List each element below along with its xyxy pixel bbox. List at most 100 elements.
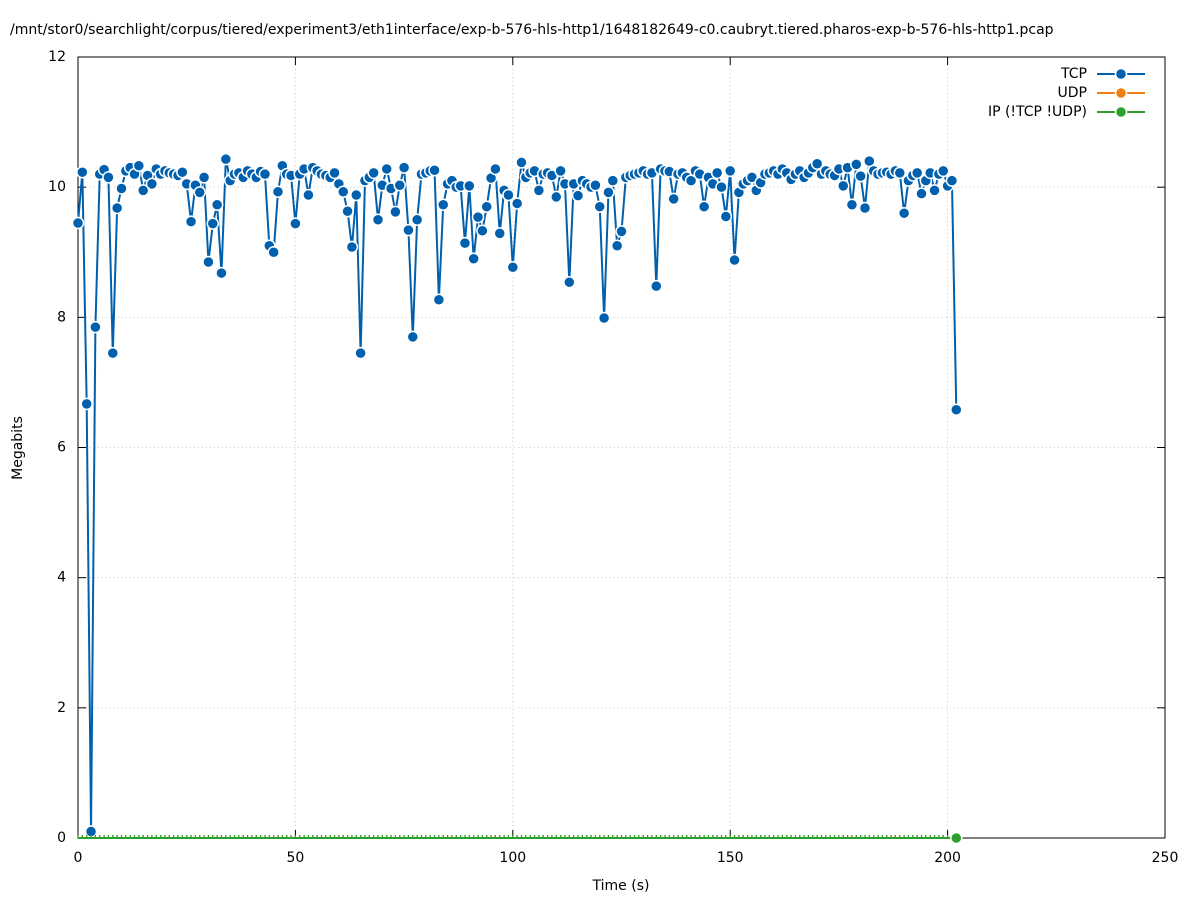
data-point <box>610 239 624 252</box>
data-point <box>928 184 941 197</box>
y-tick-label: 4 <box>57 570 66 586</box>
data-point <box>493 227 507 240</box>
data-point <box>389 205 402 219</box>
data-point <box>202 255 215 269</box>
data-point <box>89 320 102 334</box>
data-point <box>476 224 489 238</box>
data-point <box>432 293 446 307</box>
data-point <box>289 217 302 230</box>
data-point <box>354 346 367 360</box>
data-point <box>893 166 907 180</box>
data-point <box>115 182 128 195</box>
x-axis-label: Time (s) <box>592 878 650 894</box>
data-point <box>950 831 963 845</box>
legend-label: UDP <box>1058 85 1087 101</box>
data-point <box>215 266 228 280</box>
x-tick-label: 50 <box>286 850 304 866</box>
data-point <box>184 215 198 228</box>
data-point <box>132 159 146 172</box>
legend-swatch <box>1114 67 1128 81</box>
data-point <box>810 157 824 170</box>
y-tick-label: 10 <box>48 179 66 195</box>
data-point <box>845 198 859 211</box>
y-tick-label: 6 <box>57 440 66 456</box>
data-point <box>302 188 315 202</box>
data-point <box>532 184 546 197</box>
data-point <box>193 186 206 199</box>
data-point <box>910 166 924 180</box>
data-point <box>80 397 93 411</box>
data-point <box>345 240 359 254</box>
data-point <box>219 152 233 166</box>
data-point <box>110 201 124 215</box>
x-tick-label: 150 <box>717 850 744 866</box>
data-point <box>667 192 680 206</box>
data-point <box>367 166 380 180</box>
data-point <box>506 260 520 274</box>
data-point <box>267 246 280 259</box>
data-point <box>197 171 211 184</box>
x-tick-label: 200 <box>934 850 961 866</box>
data-point <box>597 311 611 325</box>
data-point <box>341 204 354 218</box>
x-tick-label: 100 <box>499 850 526 866</box>
x-tick-label: 0 <box>74 850 83 866</box>
data-point <box>571 189 585 202</box>
data-point <box>615 225 628 238</box>
data-point <box>836 179 850 193</box>
data-point <box>850 158 863 171</box>
data-point <box>436 198 450 211</box>
y-tick-label: 12 <box>48 49 66 65</box>
data-point <box>336 185 350 198</box>
data-point <box>328 166 341 180</box>
data-point <box>406 330 420 344</box>
data-point <box>106 346 120 360</box>
data-point <box>858 201 872 215</box>
data-point <box>463 179 476 193</box>
data-point <box>350 188 363 202</box>
data-point <box>206 217 220 230</box>
data-point <box>210 198 224 211</box>
data-point <box>471 210 485 224</box>
data-point <box>428 163 441 177</box>
chart-title: /mnt/stor0/searchlight/corpus/tiered/exp… <box>10 22 1054 38</box>
data-point <box>145 177 159 191</box>
y-tick-label: 2 <box>57 700 66 716</box>
data-point <box>102 171 115 184</box>
data-point <box>136 184 150 197</box>
data-point <box>606 174 620 187</box>
data-point <box>593 200 607 213</box>
data-point <box>515 156 528 169</box>
data-point <box>271 185 285 198</box>
data-point <box>945 174 959 187</box>
data-point <box>393 178 407 192</box>
data-point <box>467 252 480 266</box>
data-point <box>176 165 189 179</box>
y-tick-label: 0 <box>57 830 66 846</box>
data-point <box>710 166 724 180</box>
data-point <box>897 206 911 220</box>
data-point <box>937 164 950 178</box>
data-point <box>71 216 85 230</box>
data-point <box>950 403 963 417</box>
data-point <box>371 213 385 226</box>
data-point <box>489 162 502 176</box>
legend-label: IP (!TCP !UDP) <box>988 104 1087 120</box>
data-point <box>589 178 602 192</box>
data-point <box>397 161 411 174</box>
data-point <box>650 279 663 293</box>
legend-swatch <box>1114 105 1128 119</box>
data-point <box>563 275 576 289</box>
data-point <box>697 200 711 213</box>
legend-swatch <box>1114 86 1128 100</box>
data-point <box>258 167 272 181</box>
data-point <box>550 190 563 204</box>
data-point <box>410 213 424 226</box>
data-point <box>510 197 524 210</box>
y-tick-label: 8 <box>57 309 66 325</box>
data-point <box>715 180 728 194</box>
data-point <box>602 186 615 199</box>
data-point <box>728 253 741 267</box>
